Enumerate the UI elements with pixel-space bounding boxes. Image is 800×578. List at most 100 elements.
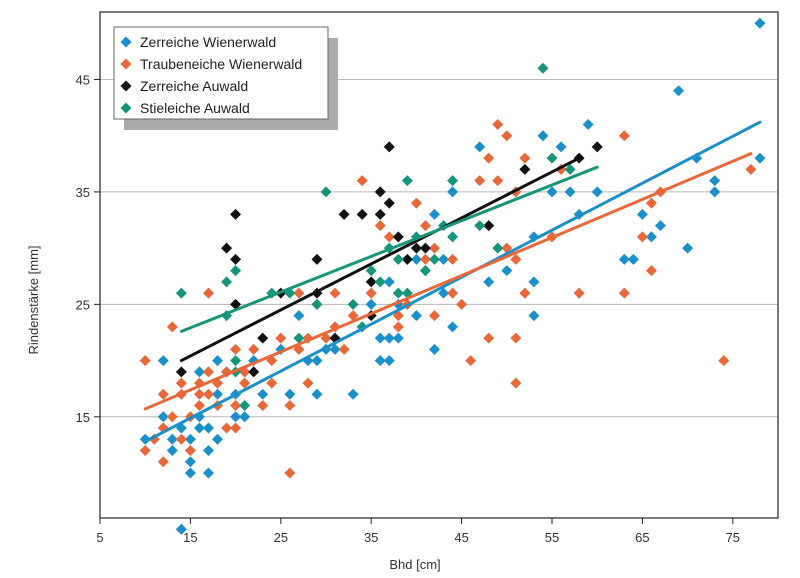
legend: Zerreiche Wienerwald Traubeneiche Wienerw… [113, 26, 338, 130]
data-point-stieleiche-auwald [428, 253, 440, 265]
data-point-stieleiche-auwald [221, 276, 233, 288]
data-point-zerreiche-wienerwald [428, 208, 440, 220]
data-point-traubeneiche-wienerwald [157, 388, 169, 400]
data-point-zerreiche-wienerwald [636, 208, 648, 220]
data-point-zerreiche-auwald [401, 253, 413, 265]
data-point-zerreiche-wienerwald [193, 366, 205, 378]
data-point-traubeneiche-wienerwald [329, 287, 341, 299]
data-point-traubeneiche-wienerwald [230, 422, 242, 434]
data-point-traubeneiche-wienerwald [248, 343, 260, 355]
data-point-zerreiche-wienerwald [202, 422, 214, 434]
data-point-zerreiche-wienerwald [257, 388, 269, 400]
data-point-zerreiche-wienerwald [383, 332, 395, 344]
data-point-zerreiche-wienerwald [184, 433, 196, 445]
data-point-zerreiche-wienerwald [284, 388, 296, 400]
data-point-zerreiche-wienerwald [202, 467, 214, 479]
data-point-traubeneiche-wienerwald [284, 467, 296, 479]
data-point-zerreiche-auwald [230, 298, 242, 310]
data-point-zerreiche-wienerwald [645, 231, 657, 243]
data-point-zerreiche-auwald [356, 208, 368, 220]
data-point-zerreiche-auwald [230, 253, 242, 265]
data-point-zerreiche-wienerwald [483, 276, 495, 288]
series-zerreiche-auwald [175, 141, 603, 378]
data-point-traubeneiche-wienerwald [356, 175, 368, 187]
data-point-zerreiche-wienerwald [212, 355, 224, 367]
data-point-zerreiche-wienerwald [365, 298, 377, 310]
data-point-zerreiche-wienerwald [230, 411, 242, 423]
data-point-traubeneiche-wienerwald [447, 253, 459, 265]
data-point-traubeneiche-wienerwald [166, 321, 178, 333]
data-point-traubeneiche-wienerwald [239, 377, 251, 389]
data-point-traubeneiche-wienerwald [175, 433, 187, 445]
x-tick-label: 55 [545, 530, 559, 545]
data-point-zerreiche-wienerwald [546, 186, 558, 198]
legend-label-traubeneiche-wienerwald: Traubeneiche Wienerwald [140, 56, 302, 72]
data-point-stieleiche-auwald [392, 287, 404, 299]
data-point-zerreiche-wienerwald [374, 355, 386, 367]
data-point-stieleiche-auwald [447, 231, 459, 243]
data-point-traubeneiche-wienerwald [456, 298, 468, 310]
data-point-stieleiche-auwald [293, 332, 305, 344]
series-traubeneiche-wienerwald [139, 118, 757, 479]
data-point-traubeneiche-wienerwald [202, 388, 214, 400]
trend-line-zerreiche-wienerwald [143, 120, 762, 444]
legend-marker-zerreiche-auwald [120, 80, 132, 92]
data-point-traubeneiche-wienerwald [519, 287, 531, 299]
data-point-stieleiche-auwald [564, 163, 576, 175]
data-point-zerreiche-wienerwald [618, 253, 630, 265]
data-point-zerreiche-wienerwald [754, 152, 766, 164]
data-point-zerreiche-auwald [257, 332, 269, 344]
data-point-zerreiche-auwald [483, 220, 495, 232]
data-point-zerreiche-wienerwald [582, 118, 594, 130]
data-point-zerreiche-wienerwald [627, 253, 639, 265]
data-point-stieleiche-auwald [492, 242, 504, 254]
tick-layer: 15 25 35 45 5 15 25 35 45 55 65 75 [76, 72, 741, 545]
data-point-zerreiche-wienerwald [166, 445, 178, 457]
y-tick-label: 25 [76, 297, 90, 312]
x-tick-label: 65 [635, 530, 649, 545]
data-point-zerreiche-auwald [383, 141, 395, 153]
data-point-zerreiche-auwald [311, 253, 323, 265]
data-point-traubeneiche-wienerwald [645, 265, 657, 277]
trend-line-stieleiche-auwald [179, 165, 599, 333]
data-point-traubeneiche-wienerwald [492, 118, 504, 130]
data-point-zerreiche-wienerwald [501, 265, 513, 277]
data-point-zerreiche-wienerwald [212, 433, 224, 445]
data-point-zerreiche-auwald [338, 208, 350, 220]
data-point-zerreiche-wienerwald [410, 253, 422, 265]
data-point-stieleiche-auwald [311, 298, 323, 310]
data-point-stieleiche-auwald [546, 152, 558, 164]
y-tick-label: 45 [76, 72, 90, 87]
data-point-traubeneiche-wienerwald [447, 287, 459, 299]
x-tick-label: 45 [454, 530, 468, 545]
legend-label-stieleiche-auwald: Stieleiche Auwald [140, 100, 250, 116]
legend-box [113, 26, 329, 120]
data-point-traubeneiche-wienerwald [618, 130, 630, 142]
data-point-zerreiche-wienerwald [709, 186, 721, 198]
data-point-zerreiche-wienerwald [754, 17, 766, 29]
data-point-zerreiche-auwald [419, 242, 431, 254]
data-point-traubeneiche-wienerwald [365, 287, 377, 299]
data-point-zerreiche-auwald [392, 231, 404, 243]
data-point-traubeneiche-wienerwald [718, 355, 730, 367]
legend-marker-zerreiche-wienerwald [120, 36, 132, 48]
x-tick-label: 25 [274, 530, 288, 545]
data-point-traubeneiche-wienerwald [465, 355, 477, 367]
data-point-zerreiche-wienerwald [184, 467, 196, 479]
data-point-stieleiche-auwald [230, 265, 242, 277]
data-point-zerreiche-wienerwald [555, 141, 567, 153]
data-point-zerreiche-wienerwald [184, 456, 196, 468]
data-point-zerreiche-auwald [519, 163, 531, 175]
data-point-traubeneiche-wienerwald [419, 220, 431, 232]
data-point-zerreiche-wienerwald [202, 445, 214, 457]
data-point-zerreiche-wienerwald [157, 411, 169, 423]
data-point-traubeneiche-wienerwald [139, 445, 151, 457]
legend-marker-traubeneiche-wienerwald [120, 58, 132, 70]
legend-label-zerreiche-wienerwald: Zerreiche Wienerwald [140, 34, 276, 50]
x-tick-label: 15 [183, 530, 197, 545]
x-axis-label: Bhd [cm] [389, 557, 440, 572]
data-point-traubeneiche-wienerwald [428, 242, 440, 254]
data-point-traubeneiche-wienerwald [410, 197, 422, 209]
data-point-traubeneiche-wienerwald [374, 220, 386, 232]
